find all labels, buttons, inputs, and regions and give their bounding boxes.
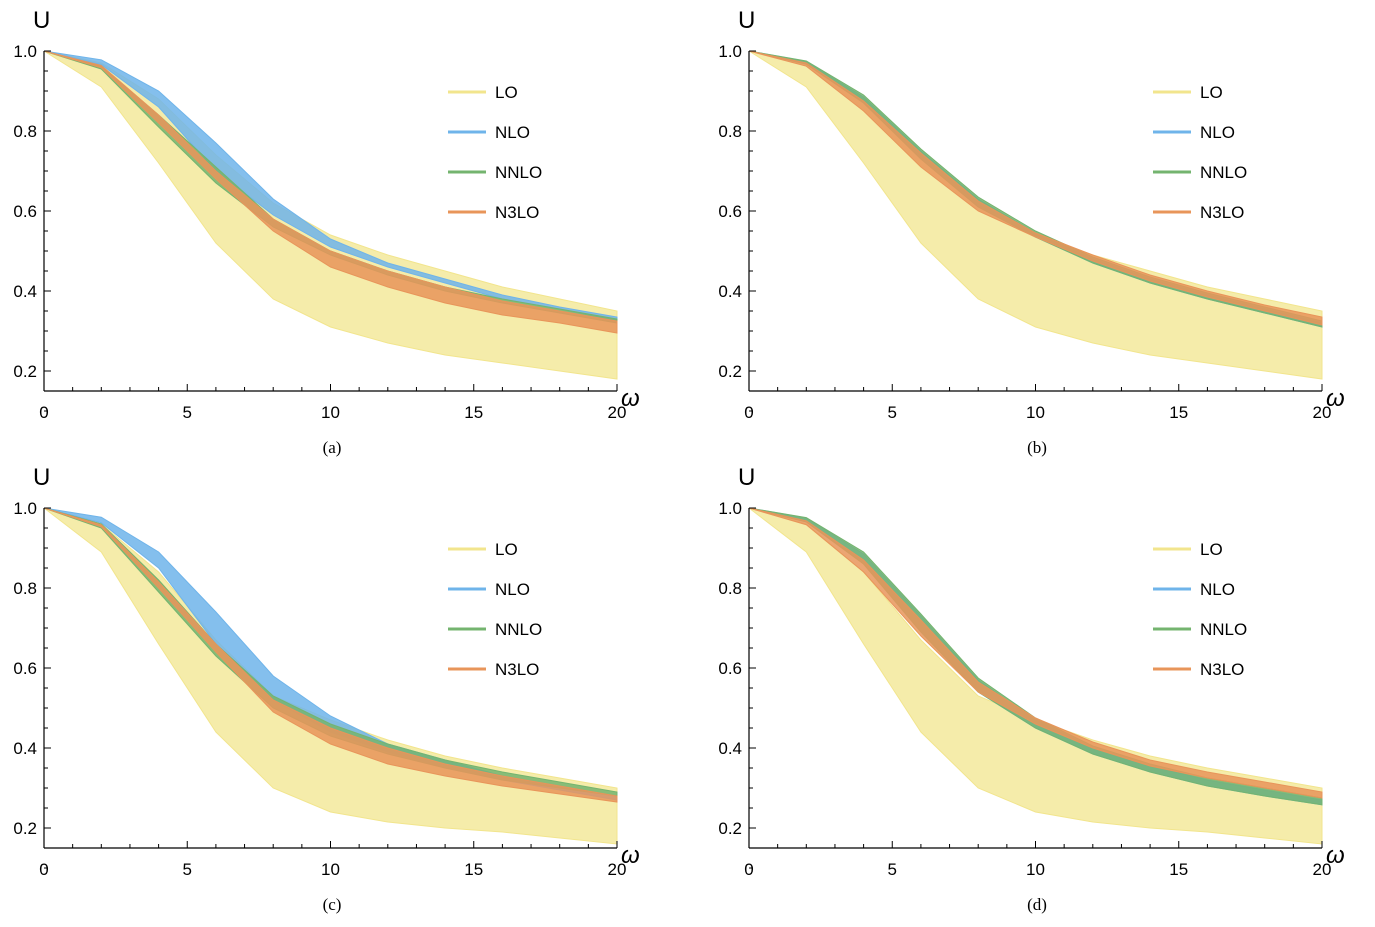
x-tick-label: 20 xyxy=(608,403,627,422)
x-tick-label: 10 xyxy=(1026,403,1045,422)
y-tick-label: 0.8 xyxy=(718,122,742,141)
x-tick-label: 20 xyxy=(1313,403,1332,422)
y-tick-label: 0.4 xyxy=(13,739,37,758)
x-tick-label: 15 xyxy=(1169,860,1188,879)
y-tick-label: 0.4 xyxy=(718,282,742,301)
legend-label-lo: LO xyxy=(495,540,518,559)
y-tick-label: 0.6 xyxy=(718,202,742,221)
x-tick-label: 0 xyxy=(744,403,753,422)
y-tick-label: 0.4 xyxy=(718,739,742,758)
x-axis-label: ω xyxy=(621,385,640,412)
legend-label-n3lo: N3LO xyxy=(1200,203,1244,222)
legend-label-nnlo: NNLO xyxy=(1200,620,1247,639)
y-tick-label: 0.2 xyxy=(718,819,742,838)
y-tick-label: 0.8 xyxy=(13,122,37,141)
x-tick-label: 5 xyxy=(183,403,192,422)
y-tick-label: 0.2 xyxy=(13,819,37,838)
y-tick-label: 0.6 xyxy=(718,659,742,678)
legend-label-nlo: NLO xyxy=(1200,580,1235,599)
y-tick-label: 1.0 xyxy=(718,42,742,61)
legend-label-lo: LO xyxy=(495,83,518,102)
y-tick-label: 0.2 xyxy=(13,362,37,381)
x-axis-label: ω xyxy=(1326,385,1345,412)
legend-label-n3lo: N3LO xyxy=(495,660,539,679)
x-tick-label: 0 xyxy=(39,403,48,422)
x-axis-label: ω xyxy=(621,842,640,869)
chart-panel-4: 0 5 10 15 20 0.2 0.4 0.6 0.8 1.0 Uω LO NLO NNLO N3LO (d… xyxy=(718,464,1344,914)
y-tick-label: 0.6 xyxy=(13,659,37,678)
legend-label-n3lo: N3LO xyxy=(495,203,539,222)
band-n3lo xyxy=(43,50,618,334)
x-tick-label: 10 xyxy=(321,403,340,422)
y-axis-label: U xyxy=(738,464,755,491)
legend-label-nnlo: NNLO xyxy=(1200,163,1247,182)
y-tick-label: 1.0 xyxy=(13,499,37,518)
x-tick-label: 0 xyxy=(744,860,753,879)
band-n3lo xyxy=(43,507,618,803)
x-axis-label: ω xyxy=(1326,842,1345,869)
panel-caption: (a) xyxy=(323,438,342,457)
legend-label-nlo: NLO xyxy=(495,123,530,142)
y-axis-label: U xyxy=(33,7,50,34)
x-tick-label: 10 xyxy=(321,860,340,879)
chart-panel-2: 0 5 10 15 20 0.2 0.4 0.6 0.8 1.0 Uω LO NLO NNLO N3LO (b… xyxy=(718,7,1344,457)
legend-label-nlo: NLO xyxy=(1200,123,1235,142)
legend-label-nnlo: NNLO xyxy=(495,163,542,182)
y-tick-label: 1.0 xyxy=(13,42,37,61)
x-tick-label: 20 xyxy=(608,860,627,879)
y-tick-label: 0.2 xyxy=(718,362,742,381)
legend-label-nnlo: NNLO xyxy=(495,620,542,639)
y-axis-label: U xyxy=(33,464,50,491)
x-tick-label: 5 xyxy=(183,860,192,879)
legend-label-lo: LO xyxy=(1200,83,1223,102)
y-tick-label: 0.4 xyxy=(13,282,37,301)
x-tick-label: 0 xyxy=(39,860,48,879)
y-tick-label: 0.8 xyxy=(718,579,742,598)
x-tick-label: 15 xyxy=(464,860,483,879)
panel-caption: (d) xyxy=(1027,895,1047,914)
x-tick-label: 10 xyxy=(1026,860,1045,879)
band-lo xyxy=(748,507,1323,845)
band-n3lo xyxy=(748,50,1323,326)
chart-panel-1: 0 5 10 15 20 0.2 0.4 0.6 0.8 1.0 Uω LO NLO NNLO N3LO (a… xyxy=(13,7,639,457)
chart-panel-3: 0 5 10 15 20 0.2 0.4 0.6 0.8 1.0 Uω LO NLO NNLO N3LO (c… xyxy=(13,464,639,914)
legend-label-n3lo: N3LO xyxy=(1200,660,1244,679)
legend-label-lo: LO xyxy=(1200,540,1223,559)
x-tick-label: 5 xyxy=(888,860,897,879)
y-axis-label: U xyxy=(738,7,755,34)
y-tick-label: 1.0 xyxy=(718,499,742,518)
panel-caption: (c) xyxy=(323,895,342,914)
band-n3lo xyxy=(748,507,1323,799)
x-tick-label: 15 xyxy=(1169,403,1188,422)
x-tick-label: 20 xyxy=(1313,860,1332,879)
x-tick-label: 15 xyxy=(464,403,483,422)
y-tick-label: 0.6 xyxy=(13,202,37,221)
panel-caption: (b) xyxy=(1027,438,1047,457)
legend-label-nlo: NLO xyxy=(495,580,530,599)
x-tick-label: 5 xyxy=(888,403,897,422)
y-tick-label: 0.8 xyxy=(13,579,37,598)
